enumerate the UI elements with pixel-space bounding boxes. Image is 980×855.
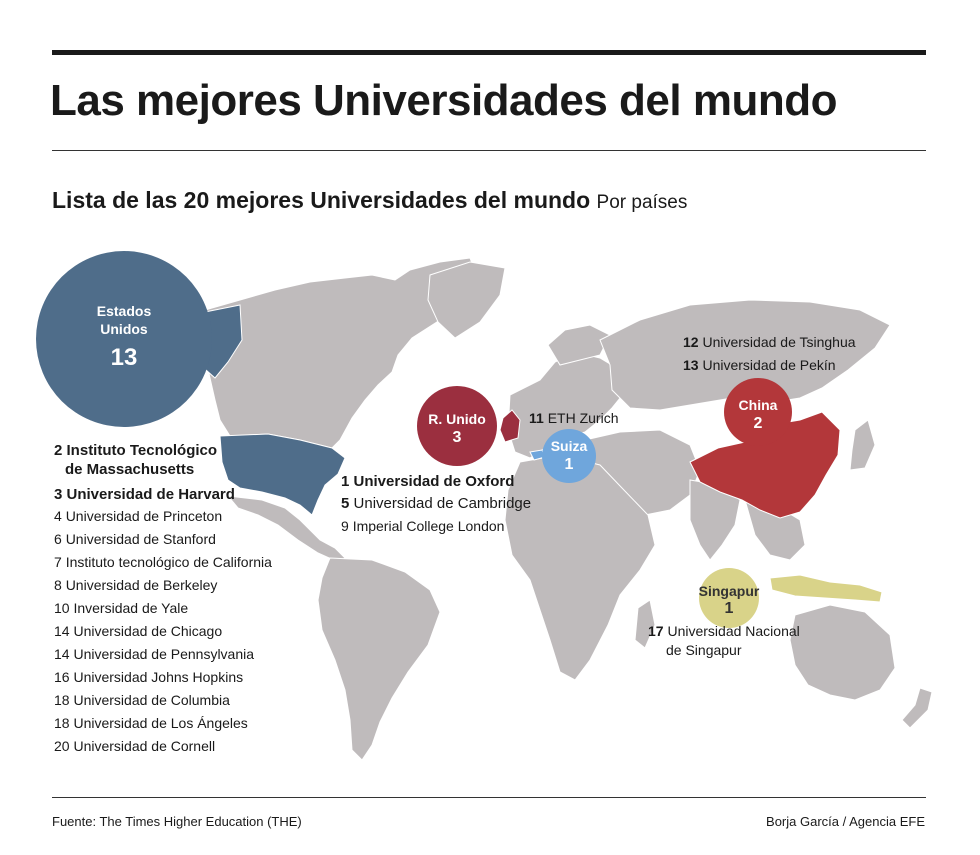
usa-name-line2: Unidos xyxy=(100,321,148,337)
china-name: China xyxy=(738,397,778,413)
list-item-continued: de Massachusetts xyxy=(65,461,195,478)
madagascar-land xyxy=(634,599,656,649)
singapore-count: 1 xyxy=(724,600,734,617)
uk-count: 3 xyxy=(452,429,462,446)
greenland-land xyxy=(427,261,506,339)
list-item: 4 Universidad de Princeton xyxy=(54,508,223,524)
uk-bubble-label: R. Unido 3 xyxy=(417,410,497,448)
footer-divider xyxy=(52,797,926,798)
usa-shape xyxy=(219,433,346,516)
uk-bubble xyxy=(417,386,497,466)
list-item: 20 Universidad de Cornell xyxy=(54,738,216,754)
list-item: 2 Instituto Tecnológico xyxy=(54,442,218,459)
switzerland-bubble-label: Suiza 1 xyxy=(539,437,599,475)
singapore-bubble-label: Singapur 1 xyxy=(689,582,769,618)
china-bubble xyxy=(724,378,792,446)
china-count: 2 xyxy=(753,415,763,432)
usa-count: 13 xyxy=(110,344,138,371)
land-masses xyxy=(204,257,933,761)
uk-university-list: 1 Universidad de Oxford 5 Universidad de… xyxy=(341,471,531,538)
subtitle-main: Lista de las 20 mejores Universidades de… xyxy=(52,187,591,213)
list-item: 18 Universidad de Los Ángeles xyxy=(54,715,248,731)
list-item: 9 Imperial College London xyxy=(341,518,505,534)
list-item: 16 Universidad Johns Hopkins xyxy=(54,669,244,685)
list-item: 7 Instituto tecnológico de California xyxy=(54,554,272,570)
list-item: 18 Universidad de Columbia xyxy=(54,692,230,708)
usa-name-line1: Estados xyxy=(96,303,152,319)
list-item: 14 Universidad de Pennsylvania xyxy=(54,646,255,662)
switzerland-name: Suiza xyxy=(550,438,588,454)
switzerland-university-list: 11 ETH Zurich xyxy=(529,407,619,430)
list-item: 17 Universidad Nacional xyxy=(648,623,800,639)
list-item: 14 Universidad de Chicago xyxy=(54,623,223,639)
new-zealand-land xyxy=(901,687,933,729)
page-title: Las mejores Universidades del mundo xyxy=(50,76,837,125)
switzerland-count: 1 xyxy=(564,456,574,473)
subtitle: Lista de las 20 mejores Universidades de… xyxy=(52,187,687,214)
singapore-bubble xyxy=(699,568,759,628)
list-item: 13 Universidad de Pekín xyxy=(683,357,836,373)
title-divider xyxy=(52,150,926,151)
list-item-continued: de Singapur xyxy=(666,642,742,658)
credit-text: Borja García / Agencia EFE xyxy=(766,814,925,829)
russia-land xyxy=(599,299,891,411)
indonesia-shape xyxy=(769,574,883,603)
list-item: 6 Universidad de Stanford xyxy=(54,531,216,547)
singapore-university-list: 17 Universidad Nacional de Singapur xyxy=(648,622,800,660)
china-university-list: 12 Universidad de Tsinghua 13 Universida… xyxy=(683,331,856,377)
uk-name: R. Unido xyxy=(428,411,486,427)
usa-university-list: 2 Instituto Tecnológico de Massachusetts… xyxy=(54,441,272,758)
australia-land xyxy=(789,604,896,701)
usa-bubble xyxy=(36,251,212,427)
switzerland-bubble xyxy=(542,429,596,483)
south-america-land xyxy=(317,557,441,761)
singapore-name: Singapur xyxy=(698,583,760,599)
list-item: 8 Universidad de Berkeley xyxy=(54,577,218,593)
list-item: 5 Universidad de Cambridge xyxy=(341,495,532,512)
list-item: 12 Universidad de Tsinghua xyxy=(683,334,856,350)
japan-land xyxy=(849,419,876,471)
north-america-land xyxy=(204,257,481,449)
usa-bubble-label: Estados Unidos 13 xyxy=(44,302,204,378)
source-text: Fuente: The Times Higher Education (THE) xyxy=(52,814,302,829)
china-bubble-label: China 2 xyxy=(718,396,798,434)
africa-land xyxy=(504,454,656,681)
list-item: 1 Universidad de Oxford xyxy=(341,473,515,490)
uk-shape xyxy=(499,409,521,443)
list-item: 10 Inversidad de Yale xyxy=(54,600,189,616)
list-item: 11 ETH Zurich xyxy=(529,410,619,426)
subtitle-suffix: Por países xyxy=(596,192,688,213)
list-item: 3 Universidad de Harvard xyxy=(54,486,235,503)
top-rule xyxy=(52,50,926,55)
